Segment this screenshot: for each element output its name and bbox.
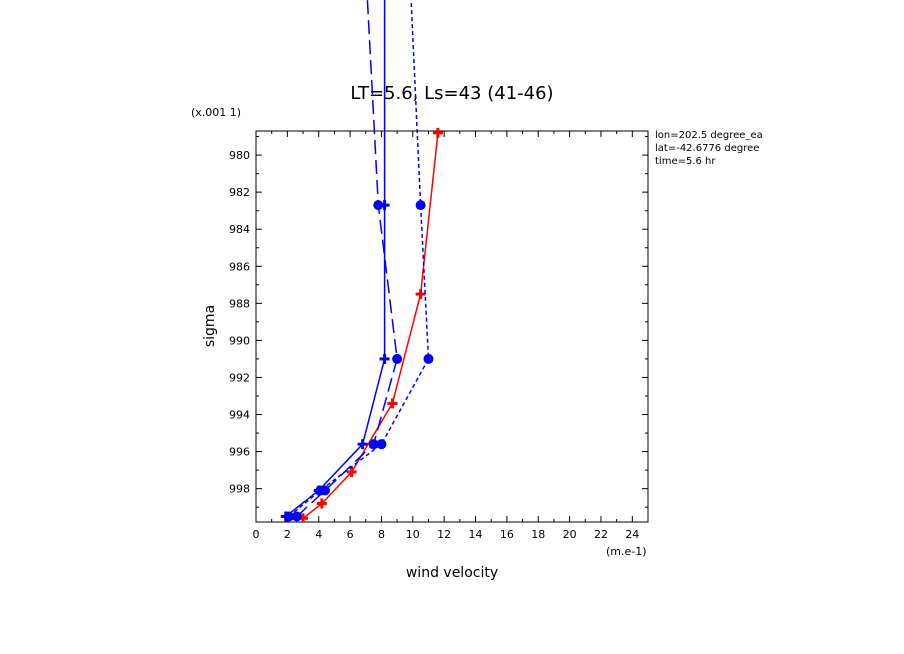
- y-tick-label: 992: [229, 371, 250, 384]
- data-point-red-solid: [432, 127, 443, 138]
- data-point-blue-dotted: [315, 485, 326, 496]
- data-point-red-solid: [415, 289, 426, 300]
- y-tick-label: 996: [229, 446, 250, 459]
- y-tick-label: 984: [229, 223, 250, 236]
- info-text: lon=202.5 degree_ea lat=-42.6776 degree …: [655, 130, 763, 167]
- y-tick-label: 994: [229, 409, 250, 422]
- x-tick-label: 12: [437, 528, 451, 541]
- series-line-blue-dashed: [296, 0, 398, 517]
- data-point-red-solid: [316, 498, 327, 509]
- series-line-blue-solid: [285, 0, 386, 517]
- data-point-blue-dotted: [415, 200, 426, 211]
- x-tick-label: 20: [563, 528, 577, 541]
- info-line-lat: lat=-42.6776 degree: [655, 143, 759, 154]
- y-axis-label: sigma: [202, 305, 218, 347]
- x-axis: 0 2 4 6 8 10 12 14 16 18 20 22 24: [253, 131, 639, 541]
- y-tick-label: 980: [229, 149, 250, 162]
- data-point-blue-dashed: [373, 200, 384, 211]
- info-line-lon: lon=202.5 degree_ea: [655, 130, 763, 141]
- y-tick-label: 990: [229, 334, 250, 347]
- series-layer: [280, 0, 443, 522]
- y-axis: 980 982 984 986 988 990 992 994 996 998: [229, 136, 648, 508]
- y-tick-label: 982: [229, 186, 250, 199]
- x-tick-label: 8: [378, 528, 385, 541]
- data-point-blue-solid: [357, 439, 368, 450]
- y-tick-label: 986: [229, 260, 250, 273]
- x-tick-label: 16: [500, 528, 514, 541]
- plot-frame: [255, 130, 649, 523]
- x-tick-label: 0: [253, 528, 260, 541]
- series-line-blue-dotted: [288, 0, 430, 517]
- x-tick-label: 24: [625, 528, 639, 541]
- data-point-blue-dashed: [368, 439, 379, 450]
- data-point-blue-solid: [379, 353, 390, 364]
- data-point-red-solid: [346, 466, 357, 477]
- data-point-blue-dashed: [392, 353, 403, 364]
- x-tick-label: 10: [406, 528, 420, 541]
- x-tick-label: 22: [594, 528, 608, 541]
- data-point-red-solid: [387, 398, 398, 409]
- data-point-blue-dotted: [423, 353, 434, 364]
- x-unit-label: (m.e-1): [606, 545, 647, 558]
- chart-title: LT=5.6, Ls=43 (41-46): [350, 83, 553, 104]
- series-line-red-solid: [302, 132, 439, 519]
- x-axis-label: wind velocity: [406, 565, 498, 581]
- x-tick-label: 2: [284, 528, 291, 541]
- y-scale-label: (x.001 1): [191, 106, 241, 119]
- x-tick-label: 14: [469, 528, 483, 541]
- info-line-time: time=5.6 hr: [655, 156, 716, 167]
- x-tick-label: 4: [315, 528, 322, 541]
- x-tick-label: 18: [531, 528, 545, 541]
- data-point-blue-dotted: [283, 511, 294, 522]
- x-tick-label: 6: [347, 528, 354, 541]
- data-point-blue-dashed: [291, 511, 302, 522]
- y-tick-label: 988: [229, 297, 250, 310]
- data-point-blue-dotted: [376, 439, 387, 450]
- y-tick-label: 998: [229, 483, 250, 496]
